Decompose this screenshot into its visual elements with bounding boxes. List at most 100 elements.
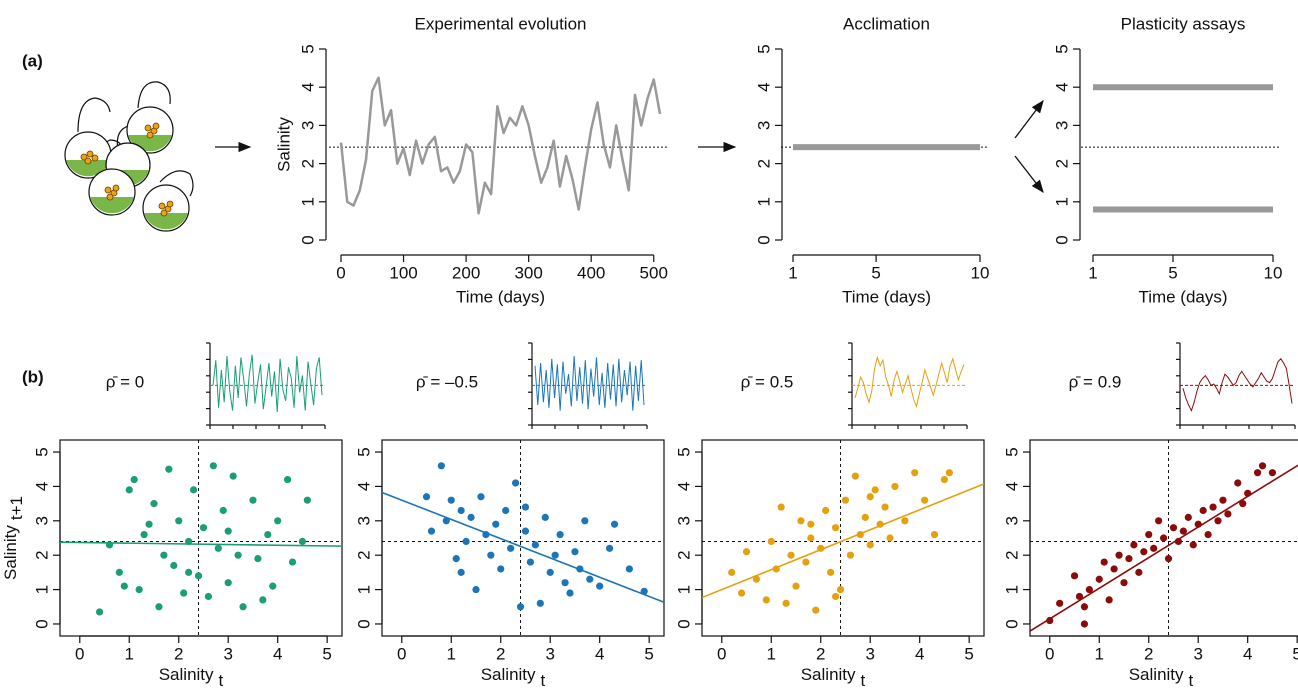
y-tick-label: 2 <box>32 550 51 559</box>
point <box>881 503 889 511</box>
point <box>836 585 845 594</box>
point <box>288 558 297 566</box>
point <box>1125 555 1133 563</box>
point <box>762 596 770 604</box>
fit-line <box>702 483 984 599</box>
y-tick-label: 2 <box>674 550 693 559</box>
point <box>1184 513 1192 521</box>
y-tick-label: 2 <box>1002 550 1021 559</box>
point <box>214 544 222 552</box>
axis-label: Salinity t <box>1129 665 1194 689</box>
point <box>571 548 579 556</box>
x-tick-label: 5 <box>644 644 653 663</box>
point <box>1164 555 1173 563</box>
algae-illustration <box>64 81 194 232</box>
x-tick-label: 1 <box>1088 263 1097 282</box>
point <box>610 520 619 528</box>
point <box>940 475 949 484</box>
x-tick-label: 1 <box>447 644 456 663</box>
point <box>921 496 929 504</box>
x-tick-label: 400 <box>577 263 605 282</box>
point <box>437 462 445 470</box>
point <box>452 555 460 563</box>
point <box>605 544 614 552</box>
point <box>199 524 208 532</box>
point <box>457 568 465 576</box>
axis-label: Salinity t <box>801 665 866 689</box>
point <box>1100 558 1108 566</box>
point <box>135 585 143 594</box>
axis-label-main: Salinity <box>159 665 214 684</box>
y-tick-label: 0 <box>354 619 373 628</box>
x-tick-label: 5 <box>871 263 880 282</box>
fit-line <box>382 491 664 603</box>
point <box>556 530 564 539</box>
point <box>1115 551 1123 559</box>
point <box>427 527 436 535</box>
fit-line <box>60 541 342 547</box>
point <box>1120 579 1128 587</box>
point <box>1179 527 1187 535</box>
point <box>1169 524 1178 532</box>
axis-label-sub: t <box>1189 671 1194 689</box>
point <box>822 506 830 515</box>
y-tick-label: 2 <box>354 550 373 559</box>
x-tick-label: 4 <box>273 644 282 663</box>
point <box>283 475 292 484</box>
y-tick-label: 4 <box>754 82 773 91</box>
point <box>1159 534 1168 542</box>
y-tick-label: 3 <box>32 516 51 525</box>
plot-area <box>702 440 984 636</box>
point <box>497 565 505 573</box>
x-tick-label: 3 <box>223 644 232 663</box>
x-tick-label: 5 <box>322 644 331 663</box>
point <box>462 537 470 546</box>
x-tick-label: 1 <box>125 644 134 663</box>
x-axis-label: Time (days) <box>842 287 931 306</box>
plot-area <box>1030 440 1298 636</box>
point <box>472 585 480 594</box>
point <box>1080 620 1089 628</box>
point <box>891 482 899 491</box>
y-tick-label: 0 <box>1002 619 1021 628</box>
x-tick-label: 0 <box>75 644 84 663</box>
point <box>807 534 815 542</box>
point <box>831 592 840 601</box>
point <box>871 486 879 494</box>
point <box>511 479 520 487</box>
point <box>566 589 574 597</box>
axis-label-sub: t <box>861 671 866 689</box>
x-tick-label: 1 <box>788 263 797 282</box>
point <box>851 472 859 480</box>
x-tick-label: 0 <box>1045 644 1054 663</box>
series-line <box>339 76 662 215</box>
point <box>521 527 530 535</box>
point <box>1140 548 1148 556</box>
plot-box <box>59 439 343 637</box>
point <box>930 530 939 539</box>
point <box>911 469 919 477</box>
point <box>866 541 874 549</box>
axis-label-sub: t <box>541 671 546 689</box>
point <box>224 527 232 535</box>
fit-line <box>1030 464 1298 632</box>
point <box>155 603 163 611</box>
point <box>1080 603 1089 611</box>
axis-label: Salinity t <box>481 665 546 689</box>
x-tick-label: 0 <box>336 263 345 282</box>
point <box>1110 565 1118 573</box>
x-axis-label: Time (days) <box>1138 287 1227 306</box>
point <box>531 541 539 549</box>
point <box>249 496 257 504</box>
point <box>1085 585 1093 594</box>
point <box>298 537 307 546</box>
inset-line <box>1182 358 1293 412</box>
point <box>541 513 549 521</box>
point <box>546 568 554 576</box>
point <box>861 513 869 521</box>
y-tick-label: 3 <box>1052 121 1071 130</box>
point <box>1204 530 1212 539</box>
point <box>1199 506 1207 515</box>
y-tick-label: 0 <box>1052 235 1071 244</box>
point <box>140 530 148 539</box>
